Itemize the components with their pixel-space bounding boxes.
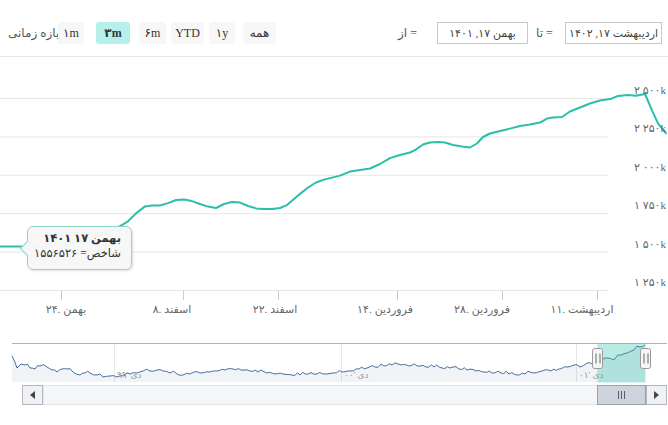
scrollbar-right-button[interactable] [646,385,667,405]
x-axis-label-month: اسفند [270,303,297,316]
scrollbar-grip-icon [618,391,619,399]
y-axis-label: ۱ ۲۵۰k [606,276,666,289]
x-axis-label: ۲۴.بهمن [46,303,86,316]
y-axis-label: ۲ ۲۵۰k [606,122,666,135]
scrollbar-grip-icon [624,391,625,399]
scrollbar-left-arrow-icon [30,391,35,399]
y-axis-label: ۱ ۷۵۰k [606,199,666,212]
navigator-year-label: دی '۰۰ [344,370,369,380]
navigator-right-handle[interactable] [641,349,651,369]
tooltip: بهمن ۱۷ ۱۴۰۱ شاخص= ۱۵۵۶۵۲۶ [27,226,132,270]
x-axis-label-day: ۱۴. [357,303,372,316]
x-axis-label-month: بهمن [63,303,86,316]
x-axis-label: ۲۸.فروردین [454,303,510,316]
x-axis-label-month: فروردین [472,303,510,316]
y-axis-label: ۲ ۵۰۰k [606,84,666,97]
x-axis-label: ۸.اسفند [153,303,192,316]
x-axis-label: ۲۲.اسفند [253,303,298,316]
scrollbar-left-button[interactable] [22,385,43,405]
x-axis-label-day: ۲۲. [253,303,268,316]
y-axis-label: ۱ ۵۰۰k [606,238,666,251]
navigator-left-handle[interactable] [593,349,603,369]
stock-chart-app: بازه زمانی ۱m ۳m ۶m YTD ۱y همه = از بهمن… [0,0,668,425]
x-axis-label: ۱۱.اردیبهشت [551,303,614,316]
tooltip-date: بهمن ۱۷ ۱۴۰۱ [32,231,121,245]
scrollbar-grip-icon [621,391,622,399]
scrollbar-track[interactable] [43,385,646,405]
y-axis-label: ۲ ۰۰۰k [606,161,666,174]
x-axis-label-month: اردیبهشت [568,303,613,316]
x-axis-label-day: ۱۱. [551,303,566,316]
chart-canvas [0,0,668,425]
navigator-year-label: دی '۰۱ [579,370,604,380]
scrollbar-right-arrow-icon [654,391,659,399]
x-axis-label-month: فروردین [375,303,413,316]
x-axis-label-day: ۸. [153,303,162,316]
x-axis-label-month: اسفند [164,303,191,316]
tooltip-value: شاخص= ۱۵۵۶۵۲۶ [32,246,121,260]
x-axis-label-day: ۲۸. [454,303,469,316]
index-line-series [0,94,666,247]
navigator-selected-range[interactable] [598,344,646,383]
x-axis-label-day: ۲۴. [46,303,61,316]
scrollbar-thumb[interactable] [597,385,646,405]
navigator-year-label: دی '۹۹ [117,370,142,380]
x-axis-label: ۱۴.فروردین [357,303,413,316]
